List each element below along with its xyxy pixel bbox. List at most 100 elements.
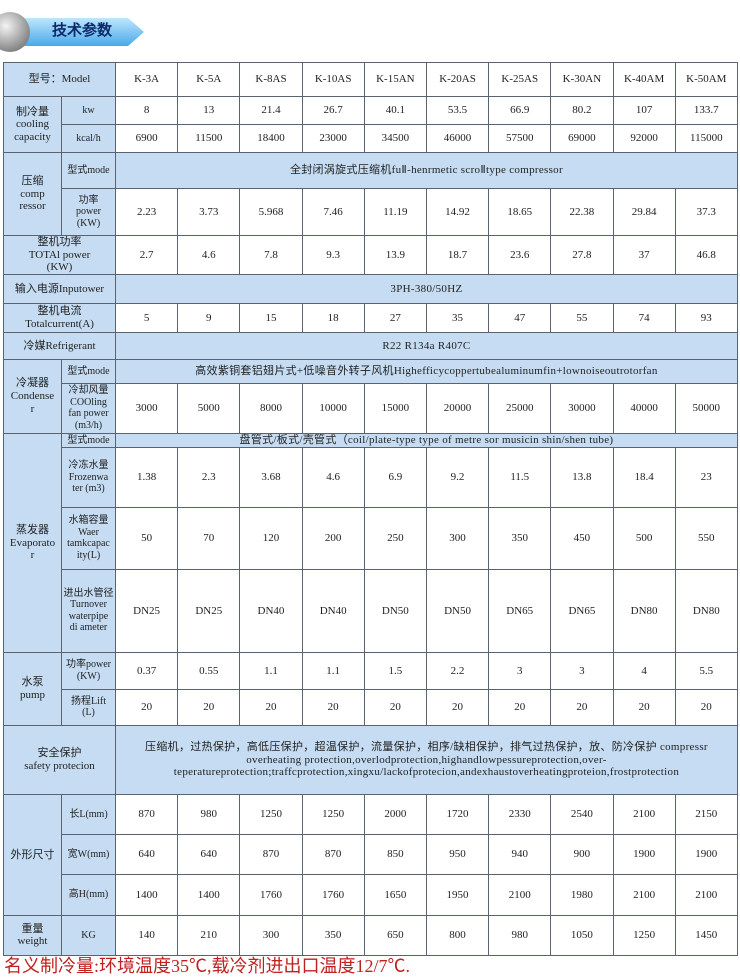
value-cell: 9 [177, 302, 241, 333]
row-label: kw [60, 96, 117, 125]
row-label: kcal/h [60, 124, 117, 153]
value-cell: 11.5 [488, 446, 552, 508]
value-cell: 37.3 [674, 188, 738, 236]
value-cell: 1400 [177, 873, 241, 916]
value-cell: 13.8 [550, 446, 614, 508]
footnote: 名义制冷量:环境温度35℃,载冷剂进出口温度12/7℃. [4, 956, 410, 976]
value-cell: 250 [363, 506, 427, 570]
value-cell: 5.5 [674, 651, 738, 690]
value-cell: 18.7 [425, 235, 490, 275]
table-row: 冷冻水量 Frozenwa ter (m3) 1.38 2.3 3.68 4.6 6.9 9… [4, 446, 738, 508]
value-cell: DN65 [550, 568, 614, 653]
value-cell: 23 [674, 446, 738, 508]
value-cell: 46000 [425, 124, 490, 153]
group-label: 水泵 pump [3, 651, 62, 726]
group-label: 外形尺寸 [3, 793, 62, 916]
value-cell: 8 [115, 96, 179, 125]
table-row: 进出水管径 Turnover waterpipe di ameter DN25 DN… [4, 568, 738, 653]
value-cell: 550 [674, 506, 738, 570]
value-cell: 2540 [550, 793, 614, 835]
value-cell: 1250 [612, 914, 676, 956]
value-cell: 20 [550, 688, 614, 726]
value-cell: 9.3 [301, 235, 365, 275]
table-row: 整机功率 TOTAl power (KW) 2.7 4.6 7.8 9.3 13.9 18.… [2, 235, 738, 275]
value-cell: 9.2 [425, 446, 490, 508]
row-label: 整机功率 TOTAl power (KW) [2, 235, 117, 275]
value-cell: 92000 [612, 124, 676, 153]
value-cell: 4.6 [301, 446, 365, 508]
value-cell: 53.5 [425, 96, 490, 125]
table-row: 水泵 pump 功率power (KW) 0.37 0.55 1.1 1.1 1.5 2.2 3… [3, 651, 738, 726]
value-cell: 350 [301, 914, 365, 956]
row-label: 安全保护 safety protecion [2, 724, 117, 795]
value-cell: 0.37 [115, 651, 179, 690]
value-cell: 7.46 [301, 188, 365, 236]
value-cell: 1980 [550, 873, 614, 916]
value-cell: 23000 [301, 124, 365, 153]
value-cell: 300 [239, 914, 303, 956]
row-label: 型号：Model [2, 62, 117, 97]
value-cell: 800 [425, 914, 490, 956]
value-cell: 21.4 [239, 96, 303, 125]
value-cell: 69000 [550, 124, 614, 153]
group-label: 压缩 comp ressor [3, 152, 62, 236]
value-cell: K-40AM [612, 62, 676, 97]
row-label: KG [60, 914, 117, 956]
value-cell: K-8AS [239, 62, 303, 97]
value-cell: 20 [115, 688, 179, 726]
value-cell: 870 [115, 793, 179, 835]
row-label: 水箱容量 Waer tamkcapac ity(L) [60, 506, 117, 570]
table-row: 外形尺寸 长L(mm) 870 980 1250 1250 2000 1720 2330 2540… [3, 793, 738, 916]
value-cell: 13 [177, 96, 241, 125]
row-label: 冷媒Refrigerant [2, 331, 117, 360]
row-label: 型式mode [60, 152, 117, 189]
value-cell: 1.5 [363, 651, 427, 690]
value-cell: 20 [301, 688, 365, 726]
row-label: 功率power (KW) [60, 651, 117, 690]
value-cell: 950 [425, 833, 490, 875]
group-label: 制冷量 cooling capacity [3, 96, 62, 153]
value-cell: 40.1 [363, 96, 427, 125]
value-cell: 3.68 [239, 446, 303, 508]
value-cell: 18.65 [488, 188, 552, 236]
row-label: 整机电流 Totalcurrent(A) [2, 302, 117, 333]
value-cell: 640 [115, 833, 179, 875]
value-cell: 11500 [177, 124, 241, 153]
value-cell: K-3A [115, 62, 179, 97]
value-cell: 133.7 [674, 96, 738, 125]
value-cell: 1760 [301, 873, 365, 916]
value-cell: DN25 [115, 568, 179, 653]
value-cell: DN40 [239, 568, 303, 653]
title-banner [0, 12, 144, 52]
table-row: 输入电源Inputower 3PH-380/50HZ [2, 273, 738, 304]
value-cell: K-5A [177, 62, 241, 97]
row-label: 宽W(mm) [60, 833, 117, 875]
value-cell: 2000 [363, 793, 427, 835]
value-cell: 1400 [115, 873, 179, 916]
value-cell: 20 [363, 688, 427, 726]
value-cell: 40000 [612, 382, 676, 434]
value-cell: 3 [488, 651, 552, 690]
value-cell: 5000 [177, 382, 241, 434]
table-row: 高H(mm) 1400 1400 1760 1760 1650 1950 2100 1980 21… [4, 873, 738, 916]
table-row: 功率 power (KW) 2.23 3.73 5.968 7.46 11.19 14.92… [4, 188, 738, 236]
value-cell: 5.968 [239, 188, 303, 236]
value-cell: 7.8 [239, 235, 303, 275]
value-cell: 1650 [363, 873, 427, 916]
value-cell: 18400 [239, 124, 303, 153]
value-cell: 2.7 [115, 235, 179, 275]
value-cell: 6900 [115, 124, 179, 153]
value-cell: 900 [550, 833, 614, 875]
row-label: 长L(mm) [60, 793, 117, 835]
value-cell: K-25AS [488, 62, 552, 97]
value-cell: 940 [488, 833, 552, 875]
value-cell: 2100 [612, 873, 676, 916]
value-cell: DN40 [301, 568, 365, 653]
table-row: 冷却风量 COOling fan power (m3/h) 3000 5000 800… [4, 382, 738, 434]
value-cell: 20 [612, 688, 676, 726]
group-label: 冷凝器 Condense r [3, 358, 62, 434]
row-label: 型式mode [60, 432, 117, 448]
value-cell: 140 [115, 914, 179, 956]
value-cell: 26.7 [301, 96, 365, 125]
